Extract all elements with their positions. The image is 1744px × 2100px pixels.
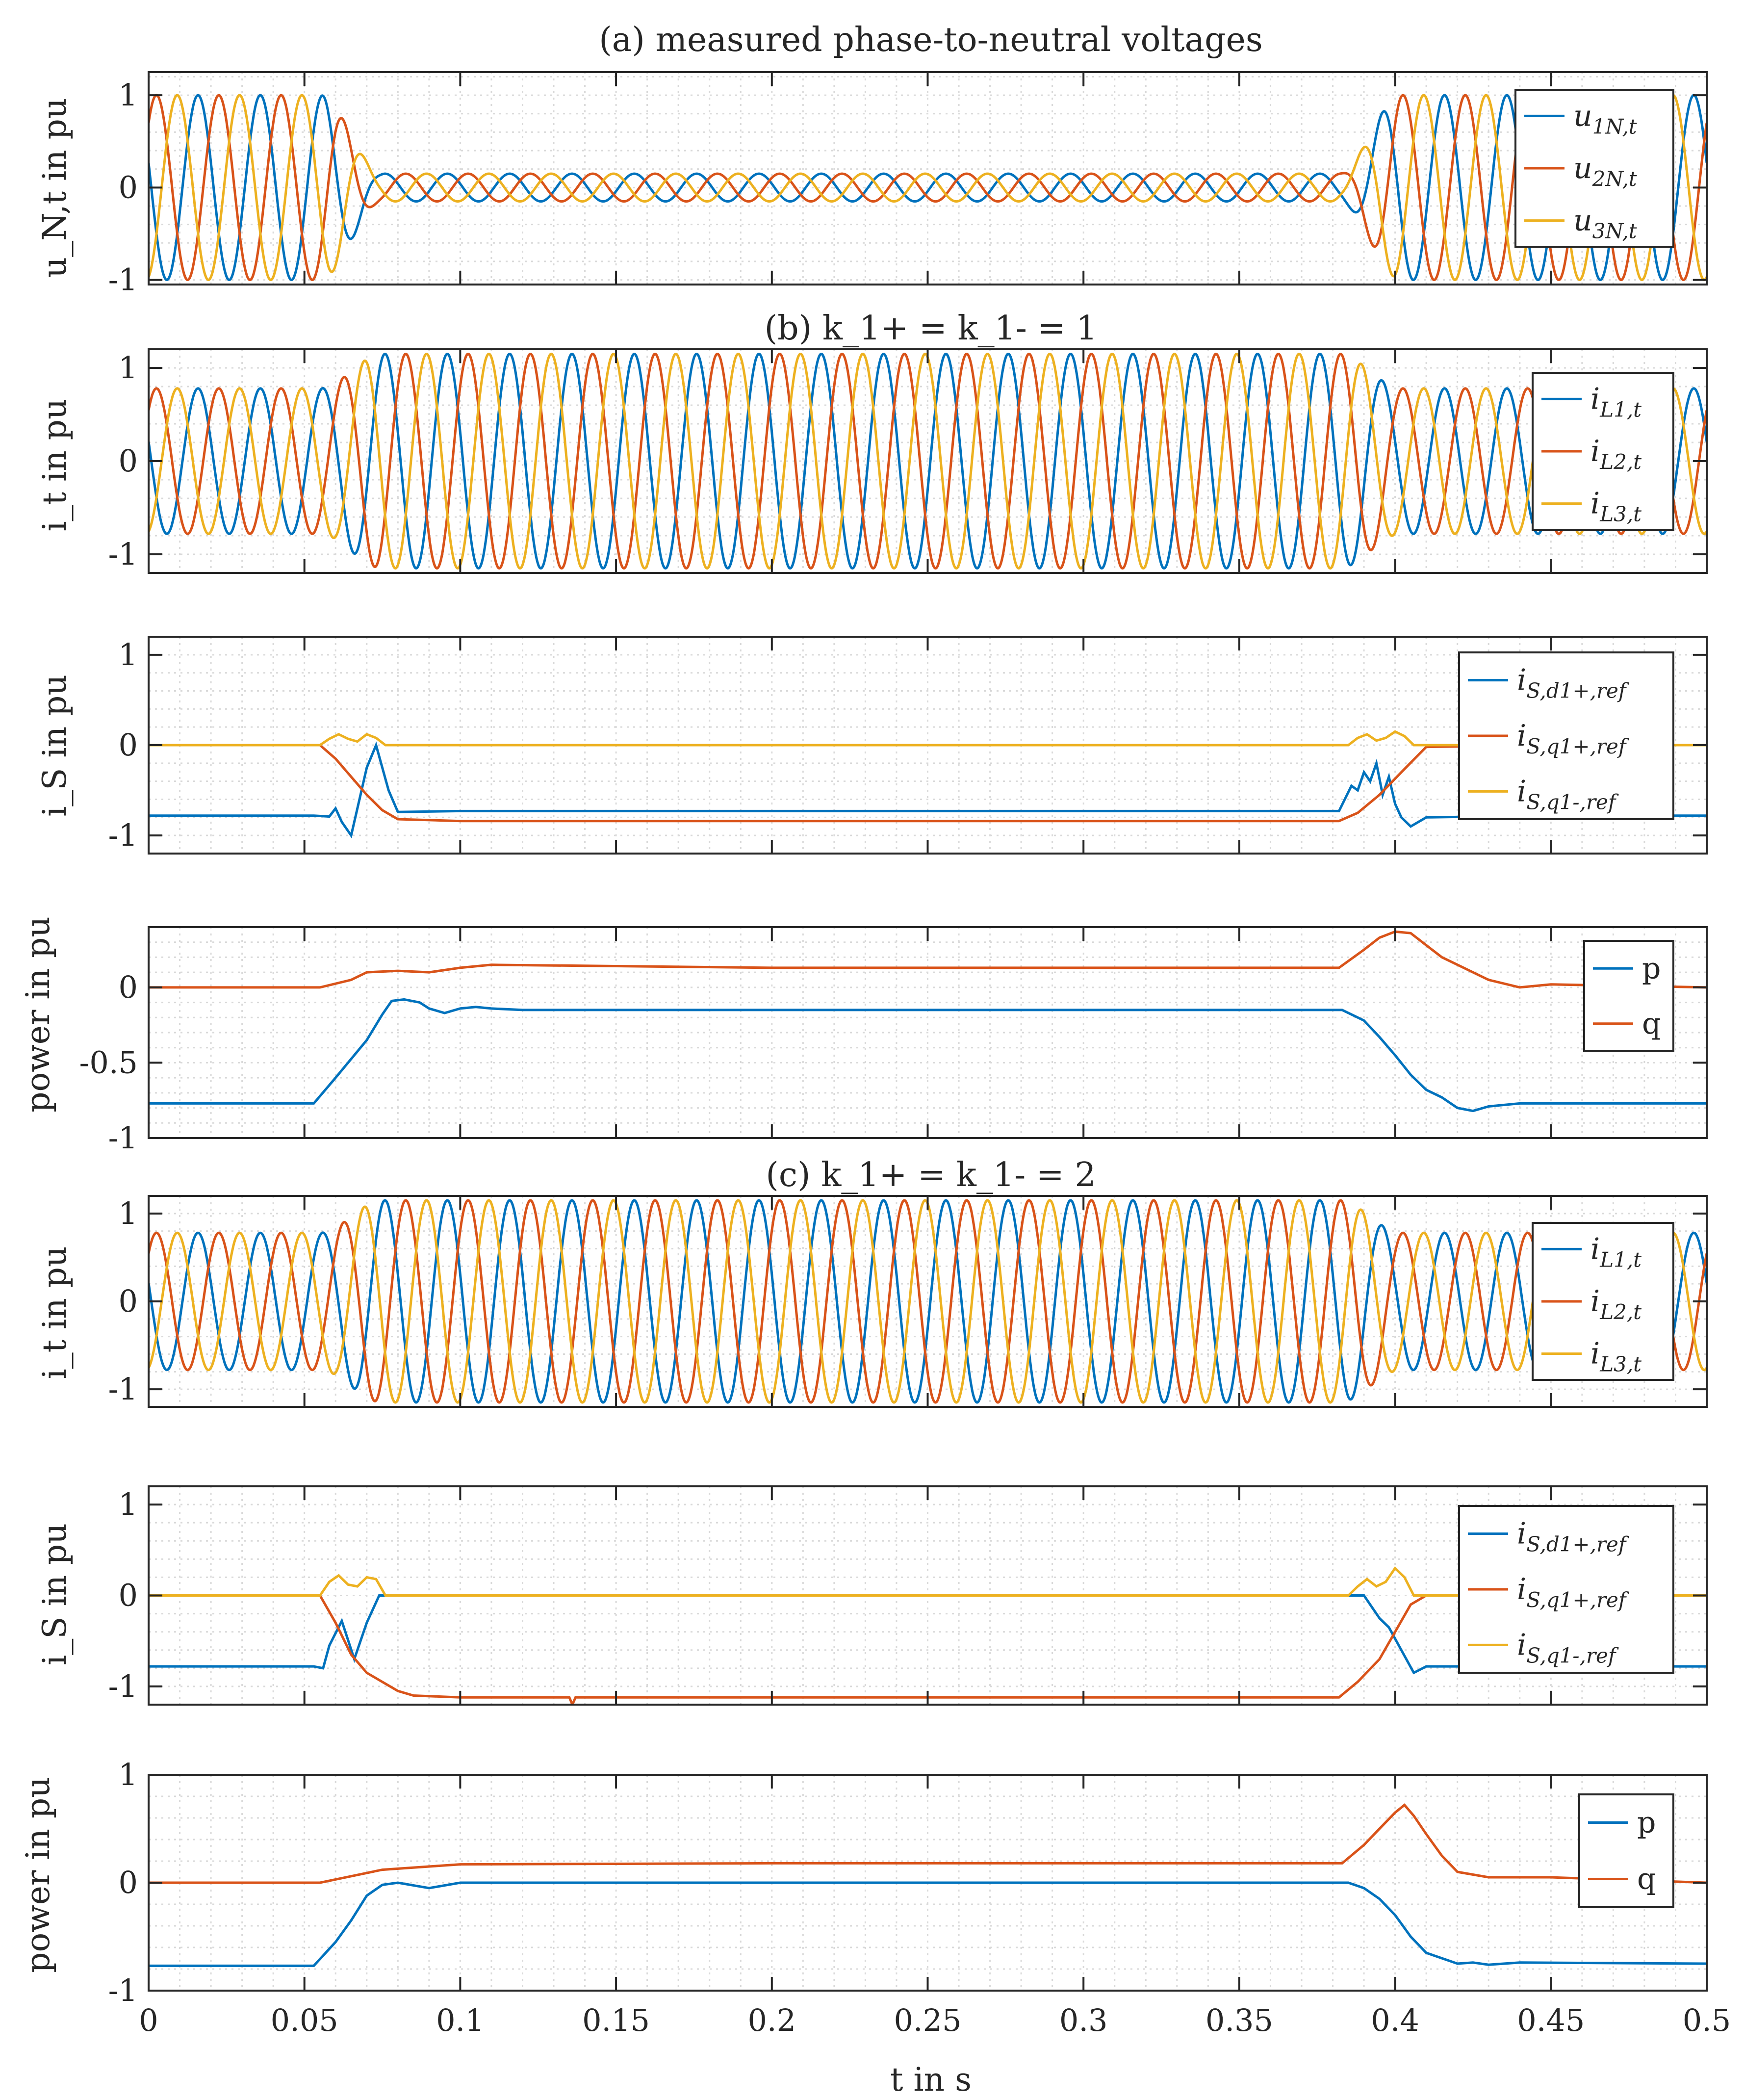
x-tick-label: 0.45 bbox=[1517, 2002, 1585, 2038]
panel-a-ylabel: u_N,t in pu bbox=[36, 98, 74, 278]
legend-label: q bbox=[1642, 1007, 1661, 1041]
y-tick-label: -0.5 bbox=[79, 1044, 138, 1080]
series-line-q bbox=[149, 930, 1707, 989]
series-line-2 bbox=[149, 352, 1707, 570]
series-line-p bbox=[149, 1881, 1707, 1967]
x-tick-label: 0.35 bbox=[1205, 2002, 1273, 2038]
x-tick-label: 0.2 bbox=[747, 2002, 796, 2038]
legend-box bbox=[1578, 1793, 1674, 1908]
legend-label: q bbox=[1637, 1862, 1656, 1896]
x-tick-label: 0.3 bbox=[1059, 2002, 1108, 2038]
legend: u1N,t u2N,t u3N,t bbox=[1514, 89, 1674, 248]
x-tick-label: 0.4 bbox=[1371, 2002, 1419, 2038]
x-tick-label: 0.1 bbox=[436, 2002, 485, 2038]
y-tick-label: 1 bbox=[119, 1757, 138, 1792]
y-tick-label: 1 bbox=[119, 77, 138, 113]
y-tick-label: -1 bbox=[108, 262, 138, 298]
series-line-i_S,q1+,ref bbox=[149, 744, 1707, 823]
y-tick-label: -1 bbox=[108, 1371, 138, 1407]
legend-label: iL1,t bbox=[1590, 382, 1641, 421]
x-tick-label: 0.15 bbox=[582, 2002, 650, 2038]
panel-b-title: (b) k_1+ = k_1- = 1 bbox=[765, 309, 1098, 348]
panel-a-voltages: 1 0 -1 u1N,t u2N,t u3N,t bbox=[108, 71, 1708, 298]
legend-label: iS,q1-,ref bbox=[1517, 774, 1619, 814]
x-tick-label: 0.05 bbox=[271, 2002, 338, 2038]
series-line-p bbox=[149, 998, 1707, 1113]
panel-b-load-currents: 1 0 -1 iL1,t iL2,t iL3,t bbox=[108, 348, 1708, 574]
panel-c-power: 1 0 -1 pq bbox=[108, 1757, 1708, 2008]
legend-label: iS,d1+,ref bbox=[1517, 663, 1629, 703]
legend-label: iS,q1+,ref bbox=[1517, 1572, 1629, 1612]
legend-label: p bbox=[1642, 951, 1661, 985]
x-tick-label: 0.5 bbox=[1683, 2002, 1731, 2038]
legend-label: u2N,t bbox=[1573, 151, 1637, 191]
legend-label: iL2,t bbox=[1590, 434, 1641, 474]
series-line-i_S,q1-,ref bbox=[149, 730, 1707, 747]
legend-label: u1N,t bbox=[1573, 99, 1637, 138]
y-tick-label: 1 bbox=[119, 350, 138, 386]
legend-label: iS,q1-,ref bbox=[1517, 1628, 1619, 1667]
legend-label: iS,q1+,ref bbox=[1517, 719, 1629, 758]
legend-label: iL3,t bbox=[1590, 1337, 1641, 1376]
y-tick-label: -1 bbox=[108, 1120, 138, 1156]
panel-b-power: 0 -0.5 -1 pq bbox=[79, 926, 1708, 1156]
series-line-i_S,d1+,ref bbox=[149, 741, 1707, 839]
legend-label: iL2,t bbox=[1590, 1284, 1641, 1324]
series-line-i_S,q1+,ref bbox=[149, 1594, 1707, 1705]
y-tick-label: 0 bbox=[119, 443, 138, 479]
y-tick-label: 0 bbox=[119, 727, 138, 763]
legend: pq bbox=[1578, 1793, 1674, 1908]
legend: iS,d1+,ref iS,q1+,ref iS,q1-,ref bbox=[1458, 651, 1674, 820]
x-tick-label: 0 bbox=[139, 2002, 158, 2038]
panel-a-title: (a) measured phase-to-neutral voltages bbox=[599, 21, 1263, 59]
y-tick-label: -1 bbox=[108, 536, 138, 572]
x-tick-labels: 0 0.05 0.1 0.15 0.2 0.25 0.3 0.35 0.4 0.45 0.5 bbox=[139, 2002, 1731, 2038]
series-line-1 bbox=[149, 1199, 1707, 1404]
legend-label: iL1,t bbox=[1590, 1232, 1641, 1271]
series-line-2 bbox=[149, 94, 1707, 282]
panel-c-title: (c) k_1+ = k_1- = 2 bbox=[766, 1156, 1096, 1194]
y-tick-label: 0 bbox=[119, 169, 138, 205]
x-tick-label: 0.25 bbox=[894, 2002, 961, 2038]
legend-label: u3N,t bbox=[1573, 204, 1637, 243]
y-tick-label: 0 bbox=[119, 1865, 138, 1900]
legend-label: iS,d1+,ref bbox=[1517, 1517, 1629, 1556]
series-line-q bbox=[149, 1803, 1707, 1884]
panel-b1-ylabel: i_t in pu bbox=[36, 399, 74, 532]
panel-c2-ylabel: i_S in pu bbox=[36, 1523, 74, 1665]
legend-label: p bbox=[1637, 1806, 1656, 1840]
legend: pq bbox=[1583, 940, 1674, 1052]
series-line-1 bbox=[149, 352, 1707, 570]
panel-b-reference-currents: 1 0 -1 iS,d1+,ref iS,q1+,ref iS,q1-,ref bbox=[108, 636, 1708, 855]
legend: iS,d1+,ref iS,q1+,ref iS,q1-,ref bbox=[1458, 1505, 1674, 1674]
y-tick-label: 0 bbox=[119, 1283, 138, 1319]
y-tick-label: -1 bbox=[108, 1668, 138, 1704]
y-tick-label: 0 bbox=[119, 969, 138, 1005]
y-tick-label: -1 bbox=[108, 1972, 138, 2008]
legend: iL1,t iL2,t iL3,t bbox=[1532, 372, 1674, 531]
series-line-1 bbox=[149, 94, 1707, 282]
y-tick-label: 1 bbox=[119, 1195, 138, 1231]
series-line-3 bbox=[149, 94, 1707, 282]
panel-c-reference-currents: 1 0 -1 iS,d1+,ref iS,q1+,ref iS,q1-,ref bbox=[108, 1485, 1708, 1706]
legend: iL1,t iL2,t iL3,t bbox=[1532, 1222, 1674, 1381]
legend-label: iL3,t bbox=[1590, 487, 1641, 526]
panel-b3-ylabel: power in pu bbox=[19, 916, 57, 1112]
x-axis-label: t in s bbox=[890, 2061, 972, 2099]
y-tick-label: -1 bbox=[108, 817, 138, 853]
panel-b2-ylabel: i_S in pu bbox=[36, 674, 74, 817]
y-tick-label: 1 bbox=[119, 1486, 138, 1522]
y-tick-label: 0 bbox=[119, 1578, 138, 1613]
panel-c3-ylabel: power in pu bbox=[19, 1777, 57, 1972]
y-tick-label: 1 bbox=[119, 637, 138, 673]
panel-c-load-currents: 1 0 -1 iL1,t iL2,t iL3,t bbox=[108, 1195, 1708, 1408]
series-line-2 bbox=[149, 1199, 1707, 1404]
panel-c1-ylabel: i_t in pu bbox=[36, 1246, 74, 1379]
legend-box bbox=[1583, 940, 1674, 1052]
series-line-i_S,q1-,ref bbox=[149, 1566, 1707, 1597]
